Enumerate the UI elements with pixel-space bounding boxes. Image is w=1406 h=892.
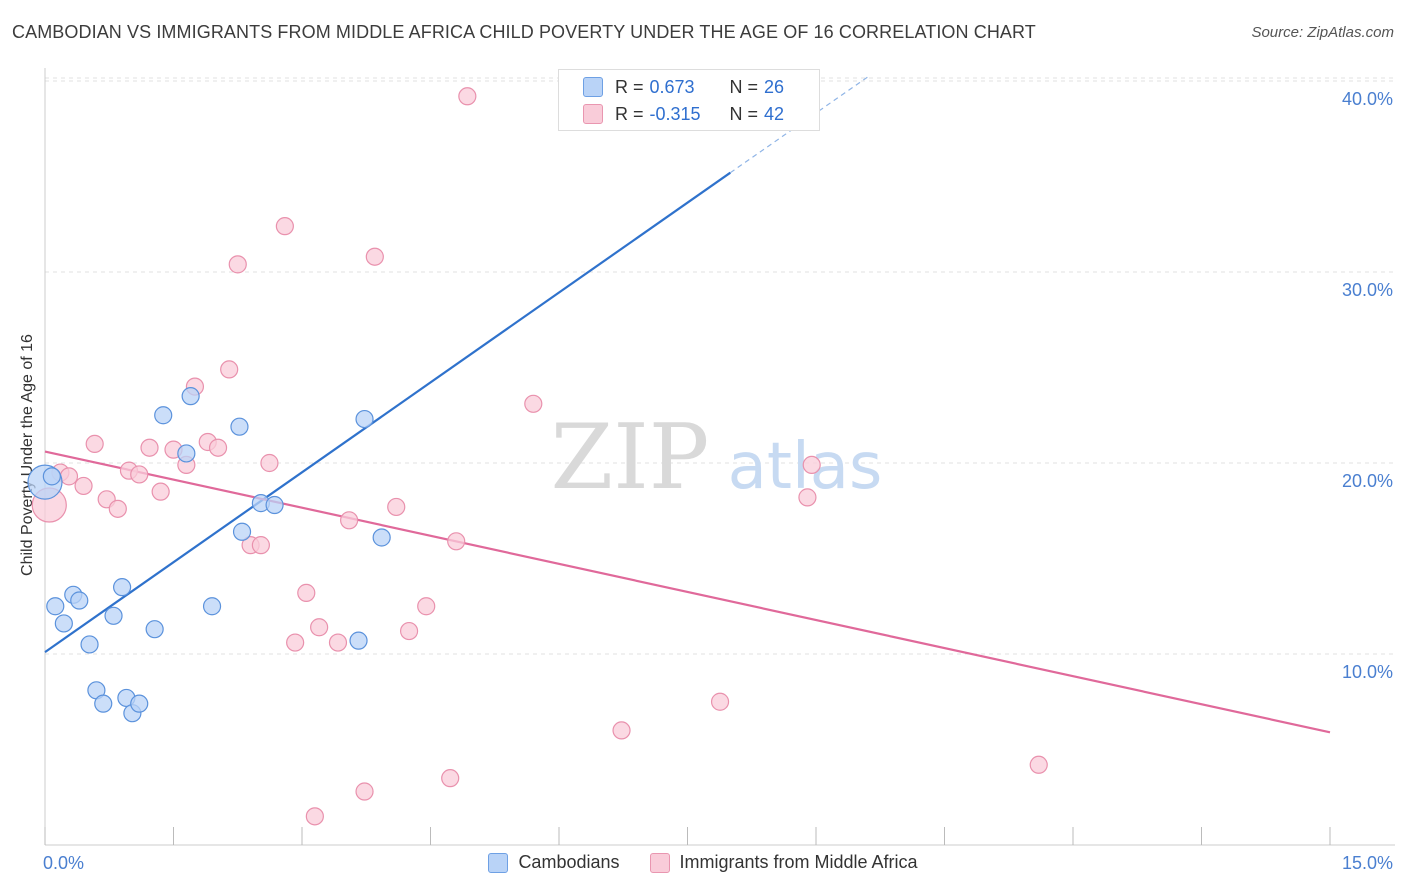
cambodians-point — [104, 606, 123, 625]
immigrants-point — [297, 583, 316, 602]
immigrants-point — [399, 621, 419, 641]
cambodians-point — [94, 694, 113, 713]
watermark: ZIP atlas — [551, 405, 883, 510]
immigrants-point — [275, 217, 294, 236]
cambodians-point — [112, 578, 132, 597]
legend-label-immigrants: Immigrants from Middle Africa — [679, 852, 918, 872]
cambodians-point — [130, 694, 149, 713]
legend-item-immigrants[interactable]: Immigrants from Middle Africa — [649, 852, 918, 873]
cambodians-point — [70, 591, 89, 610]
immigrants-point — [251, 536, 270, 555]
stats-box: R = 0.673 N = 26 R = -0.315 N = 42 — [558, 69, 820, 131]
r-label: R = — [615, 76, 644, 97]
y-tick-label: 20.0% — [1342, 471, 1393, 491]
cambodians-point — [230, 417, 249, 436]
r-value: 0.673 — [649, 76, 695, 97]
immigrants-point — [458, 87, 477, 106]
legend-swatch-cambodians — [488, 852, 509, 873]
immigrants-point — [220, 360, 239, 379]
watermark-zip: ZIP — [551, 405, 710, 510]
immigrants-point — [85, 434, 104, 453]
cambodians-point — [54, 614, 73, 633]
chart-title: CAMBODIAN VS IMMIGRANTS FROM MIDDLE AFRI… — [12, 22, 1036, 42]
cambodians-point — [265, 495, 284, 515]
immigrants-point — [612, 721, 631, 740]
immigrants-point — [365, 247, 384, 266]
immigrants-point — [340, 511, 359, 530]
immigrants-point — [387, 497, 406, 517]
stats-row-cambodians: R = 0.673 N = 26 — [583, 74, 784, 100]
cambodians-point — [202, 597, 222, 616]
immigrants-point — [286, 633, 305, 652]
immigrants-point — [355, 782, 374, 801]
legend-label-cambodians: Cambodians — [518, 852, 620, 872]
r-label: R = — [615, 103, 644, 124]
cambodians-trend-line — [44, 171, 731, 653]
immigrants-point — [310, 618, 329, 637]
axes — [44, 68, 1395, 846]
cambodians-point — [355, 409, 374, 429]
immigrants-point — [524, 394, 543, 413]
n-label: N = — [729, 76, 759, 97]
x-tick-label: 0.0% — [43, 853, 84, 873]
gridlines — [45, 77, 1395, 655]
y-tick-label: 30.0% — [1342, 280, 1393, 300]
immigrants-point — [328, 633, 348, 652]
immigrants-point — [447, 532, 466, 551]
immigrants-point — [798, 488, 817, 507]
cambodians-swatch — [583, 77, 603, 97]
legend-swatch-immigrants — [649, 852, 670, 873]
immigrants-point — [74, 476, 93, 496]
immigrants-swatch — [583, 104, 603, 124]
n-label: N = — [729, 103, 759, 124]
r-value: -0.315 — [649, 103, 701, 124]
cambodians-point — [145, 620, 164, 639]
cambodians-point — [372, 528, 391, 547]
cambodians-point — [80, 635, 99, 654]
y-tick-label: 40.0% — [1342, 89, 1393, 109]
source-credit: Source: ZipAtlas.com — [1251, 24, 1394, 41]
stats-row-immigrants: R = -0.315 N = 42 — [583, 101, 784, 127]
immigrants-point — [59, 467, 79, 486]
cambodians-point — [349, 631, 368, 650]
immigrants-point — [417, 597, 436, 616]
immigrants-point — [228, 255, 247, 274]
immigrants-point — [130, 465, 149, 484]
immigrants-point — [108, 499, 127, 518]
cambodians-point — [42, 467, 61, 486]
immigrants-point — [305, 807, 324, 826]
cambodians-point — [177, 444, 196, 463]
y-tick-label: 10.0% — [1342, 662, 1393, 682]
tick-labels: 10.0% 20.0% 30.0% 40.0% 0.0% 15.0% — [43, 89, 1393, 873]
cambodians-point — [46, 597, 65, 616]
immigrants-point — [208, 438, 228, 457]
series-cambodians — [27, 387, 391, 723]
immigrants-point — [441, 769, 460, 788]
chart-legend: Cambodians Immigrants from Middle Africa — [0, 852, 1406, 873]
immigrants-point — [140, 438, 159, 457]
x-tick-label: 15.0% — [1342, 853, 1393, 873]
immigrants-point — [802, 455, 821, 475]
immigrants-point — [1029, 755, 1048, 774]
cambodians-point — [154, 406, 173, 425]
cambodians-point — [181, 387, 200, 406]
n-value: 42 — [764, 103, 785, 124]
immigrants-point — [260, 453, 279, 473]
immigrants-point — [710, 692, 730, 711]
cambodians-point — [232, 522, 252, 541]
n-value: 26 — [764, 76, 785, 97]
legend-item-cambodians[interactable]: Cambodians — [488, 852, 620, 873]
immigrants-point — [151, 482, 170, 501]
